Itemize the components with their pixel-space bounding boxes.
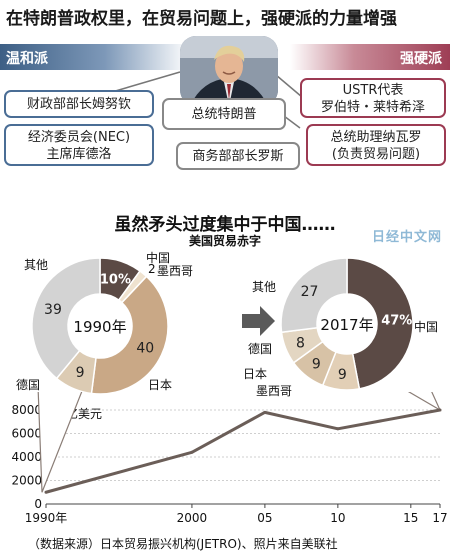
donut-chart-1990: 10% 40 9 39 1990年 — [31, 257, 169, 395]
slice-0-2 — [90, 275, 169, 395]
pointer-1990 — [37, 392, 83, 493]
kudlow-line2: 主席库德洛 — [46, 147, 112, 162]
x-tick-label-3: 10 — [330, 511, 345, 525]
navarro-line2: (负责贸易问题) — [331, 147, 421, 162]
label-1990-china: 中国 — [146, 251, 171, 265]
slice-value-1-1: 9 — [338, 367, 347, 383]
lighthizer-line1: USTR代表 — [342, 83, 404, 98]
x-tick-label-0: 1990年 — [25, 511, 68, 525]
label-1990-germany: 德国 — [16, 378, 41, 392]
x-tick-label-4: 15 — [403, 511, 418, 525]
slice-value-0-3: 9 — [76, 365, 85, 381]
slice-value-1-3: 8 — [296, 335, 305, 351]
label-2017-japan: 日本 — [243, 367, 268, 381]
label-1990-mexico: 墨西哥 — [157, 264, 194, 278]
data-point-1 — [190, 450, 194, 454]
slice-0-4 — [31, 257, 101, 380]
navarro-line1: 总统助理纳瓦罗 — [330, 130, 422, 145]
slice-1-4 — [280, 257, 348, 334]
ross-label: 商务部部长罗斯 — [192, 149, 284, 164]
label-2017-mexico: 墨西哥 — [256, 384, 293, 398]
page-title: 在特朗普政权里，在贸易问题上，强硬派的力量增强 — [6, 9, 397, 29]
y-tick-label-0: 0 — [34, 497, 42, 511]
hardliners-band: 强硬派 — [290, 44, 450, 70]
label-1990-japan: 日本 — [148, 378, 173, 392]
label-2017-other: 其他 — [252, 280, 277, 294]
watermark-logo: 日经中文网 — [372, 230, 443, 245]
data-source-note: （数据来源）日本贸易振兴机构(JETRO)、照片来自美联社 — [28, 537, 338, 551]
data-point-4 — [438, 408, 442, 412]
navarro-box: 总统助理纳瓦罗 (负责贸易问题) — [306, 124, 446, 166]
deficit-series-line — [45, 408, 441, 494]
ross-box: 商务部部长罗斯 — [176, 142, 300, 170]
lighthizer-box: USTR代表 罗伯特・莱特希泽 — [300, 78, 446, 118]
center-label-1: 2017年 — [320, 316, 373, 334]
trump-label: 总统特朗普 — [191, 107, 257, 122]
label-2017-germany: 德国 — [248, 342, 273, 356]
slice-value-0-2: 40 — [136, 340, 154, 356]
slice-value-0-4: 39 — [44, 302, 62, 318]
center-label-0: 1990年 — [73, 318, 126, 336]
data-point-3 — [336, 427, 340, 431]
mnuchin-label: 财政部部长姆努钦 — [26, 97, 131, 112]
moderates-band: 温和派 — [0, 44, 190, 70]
label-2017-china: 中国 — [414, 320, 439, 334]
pointer-2017 — [407, 392, 442, 412]
chart-subtitle: 美国贸易赤字 — [188, 234, 261, 248]
trump-photo — [180, 36, 278, 106]
x-tick-label-2: 05 — [257, 511, 272, 525]
mnuchin-box: 财政部部长姆努钦 — [4, 90, 154, 118]
trump-box: 总统特朗普 — [162, 98, 286, 130]
value-1990-mexico: 2 — [148, 262, 156, 276]
label-1990-other: 其他 — [24, 258, 49, 272]
arrow-icon — [242, 306, 275, 336]
x-tick-label-5: 17 — [432, 511, 447, 525]
y-tick-label-1: 2000 — [11, 474, 42, 488]
kudlow-box: 经济委员会(NEC) 主席库德洛 — [4, 124, 154, 166]
y-tick-label-2: 4000 — [11, 450, 42, 464]
slice-value-0-0: 10% — [100, 272, 131, 287]
y-tick-label-3: 6000 — [11, 427, 42, 441]
data-point-0 — [44, 490, 48, 494]
hardliners-label: 强硬派 — [400, 51, 442, 67]
data-point-2 — [263, 410, 267, 414]
slice-1-0 — [346, 257, 414, 390]
chart-title: 虽然矛头过度集中于中国…… — [114, 215, 336, 235]
slice-value-1-0: 47% — [381, 313, 412, 328]
portrait-illustration — [180, 36, 278, 106]
y-tick-label-4: 8000 — [11, 403, 42, 417]
slice-value-1-4: 27 — [301, 284, 319, 300]
kudlow-line1: 经济委员会(NEC) — [27, 130, 131, 145]
x-tick-label-1: 2000 — [177, 511, 208, 525]
moderates-label: 温和派 — [6, 51, 48, 67]
slice-value-1-2: 9 — [312, 357, 321, 373]
lighthizer-line2: 罗伯特・莱特希泽 — [320, 100, 425, 115]
